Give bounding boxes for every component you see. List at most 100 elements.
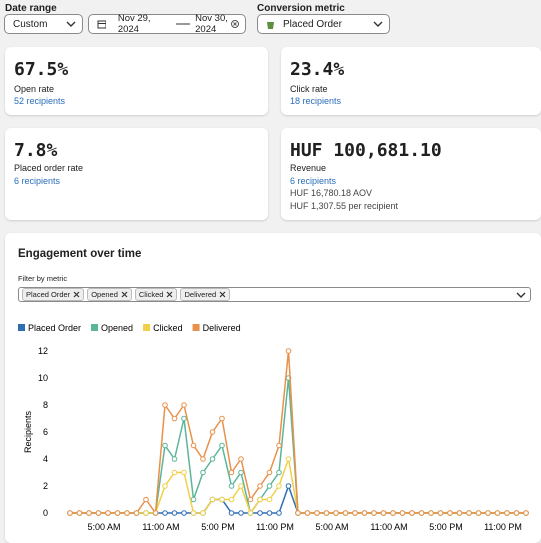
data-point (323, 510, 330, 516)
legend-swatch (91, 324, 99, 331)
data-point (219, 442, 225, 449)
data-point (447, 510, 453, 516)
recipients-link[interactable]: 52 recipients (14, 96, 66, 106)
data-point (95, 510, 102, 516)
y-tick-label: 6 (43, 427, 48, 437)
data-point (504, 510, 510, 516)
data-point (228, 483, 235, 489)
data-point (380, 510, 387, 516)
series-line (70, 377, 526, 515)
data-point (133, 510, 140, 516)
date-range-select[interactable]: Custom (4, 14, 83, 34)
data-point (257, 496, 263, 503)
data-point (181, 469, 187, 476)
select-value: Placed Order (283, 18, 342, 30)
metric-detail: HUF 16,780.18 AOV (290, 188, 373, 198)
dash (175, 23, 190, 25)
y-tick-label: 12 (38, 346, 48, 356)
legend-label: Opened (101, 323, 133, 333)
data-point (181, 510, 187, 516)
x-tick-label: 5:00 PM (201, 522, 235, 532)
data-point (200, 469, 206, 476)
data-point (238, 469, 244, 476)
section-title: Engagement over time (18, 248, 142, 260)
data-point (285, 483, 292, 489)
legend-swatch (18, 324, 25, 331)
metric-select[interactable]: Placed Order (257, 14, 390, 34)
data-point (266, 496, 273, 503)
filter-chip[interactable]: Placed Order (22, 288, 85, 301)
metric-value: 67.5% (14, 59, 69, 80)
x-tick-label: 11:00 PM (256, 522, 294, 532)
shop-icon (267, 21, 274, 29)
data-point (276, 442, 282, 449)
data-point (456, 510, 463, 516)
series-line (70, 350, 526, 516)
chip-remove[interactable] (73, 291, 80, 298)
metric-card: 67.5% Open rate 52 recipients (5, 47, 268, 115)
chip-remove[interactable] (166, 291, 173, 298)
data-point (171, 456, 178, 462)
data-point (523, 510, 529, 516)
legend-label: Delivered (203, 323, 241, 333)
data-point (171, 415, 178, 422)
data-point (162, 483, 168, 489)
data-point (209, 429, 216, 435)
data-point (409, 510, 415, 516)
data-point (266, 510, 273, 516)
data-point (209, 456, 216, 462)
data-point (285, 456, 292, 462)
data-point (418, 510, 425, 516)
data-point (466, 510, 472, 516)
recipients-link[interactable]: 18 recipients (290, 96, 342, 106)
data-point (209, 496, 216, 503)
chip-remove[interactable] (219, 291, 226, 298)
data-point (105, 510, 111, 516)
data-point (257, 510, 263, 516)
data-point (67, 510, 73, 516)
data-point (333, 510, 339, 516)
chip-remove[interactable] (121, 291, 128, 298)
date-picker[interactable]: Nov 29, 2024 Nov 30, 2024 (88, 13, 246, 35)
data-point (475, 510, 482, 516)
metric-card: 7.8% Placed order rate 6 recipients (5, 128, 268, 220)
x-tick-label: 5:00 PM (429, 522, 463, 532)
metric-filter[interactable]: Placed Order Opened Clicked Delivered (18, 287, 531, 302)
y-tick-label: 4 (43, 454, 48, 464)
data-point (428, 510, 434, 516)
end-date: Nov 30, 2024 (195, 13, 228, 35)
legend-swatch (192, 324, 200, 331)
start-date: Nov 29, 2024 (117, 13, 151, 35)
metric-label: Placed order rate (14, 163, 84, 173)
filter-chip[interactable]: Delivered (180, 288, 231, 301)
data-point (181, 402, 187, 408)
data-point (114, 510, 121, 516)
data-point (352, 510, 358, 516)
filter-chip[interactable]: Clicked (134, 288, 178, 301)
chevron (66, 21, 76, 27)
recipients-link[interactable]: 6 recipients (14, 176, 61, 186)
data-point (513, 510, 520, 516)
metric-label: Click rate (290, 84, 328, 94)
chip-text: Placed Order (26, 290, 71, 299)
metric-card: HUF 100,681.10 Revenue 6 recipients HUF … (281, 128, 541, 220)
data-point (276, 510, 282, 516)
data-point (76, 510, 83, 516)
metric-label: Revenue (290, 163, 327, 173)
chip-text: Clicked (138, 290, 164, 299)
data-point (266, 483, 273, 489)
chip-text: Delivered (184, 290, 217, 299)
clear-icon[interactable] (230, 19, 240, 29)
data-point (276, 469, 282, 476)
data-point (371, 510, 377, 516)
filter-chip[interactable]: Opened (87, 288, 132, 301)
x-tick-label: 11:00 PM (484, 522, 522, 532)
y-tick-label: 0 (43, 508, 48, 518)
data-point (86, 510, 92, 516)
x-tick-label: 5:00 AM (315, 522, 348, 532)
data-point (285, 348, 292, 354)
data-point (162, 510, 168, 516)
data-point (171, 469, 178, 476)
recipients-link[interactable]: 6 recipients (290, 176, 337, 186)
